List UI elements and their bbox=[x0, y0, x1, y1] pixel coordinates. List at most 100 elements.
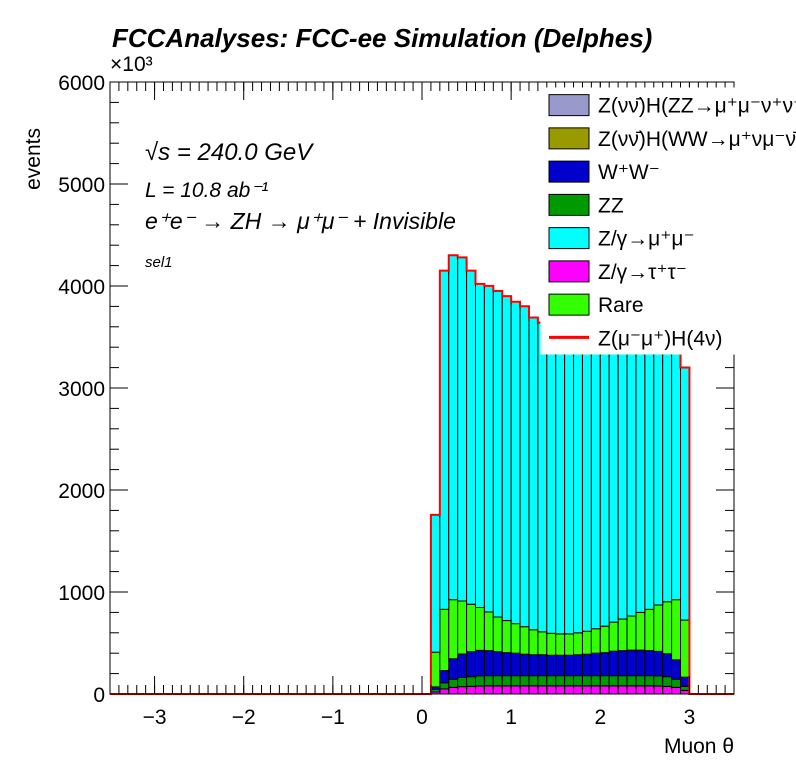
legend-swatch bbox=[548, 293, 590, 316]
bar bbox=[466, 685, 476, 695]
bar bbox=[519, 675, 530, 687]
bar bbox=[457, 600, 468, 655]
bar bbox=[555, 327, 566, 635]
bar bbox=[581, 630, 592, 655]
bar bbox=[474, 283, 485, 609]
y-axis-title: events bbox=[22, 128, 45, 190]
bar bbox=[439, 682, 450, 690]
bar bbox=[483, 685, 494, 695]
bar bbox=[474, 675, 485, 687]
bar bbox=[457, 676, 468, 688]
bar bbox=[573, 675, 583, 687]
bar bbox=[448, 599, 459, 660]
histogram-bars bbox=[430, 254, 690, 695]
bar bbox=[528, 675, 539, 687]
bar bbox=[581, 675, 592, 687]
bar bbox=[626, 675, 637, 687]
bar bbox=[635, 675, 646, 687]
bar bbox=[680, 689, 690, 695]
bar bbox=[581, 685, 592, 695]
selection-label: sel1 bbox=[145, 254, 173, 271]
bar bbox=[528, 629, 539, 656]
bar bbox=[617, 618, 628, 652]
bar bbox=[599, 652, 610, 677]
process-label: e⁺e⁻ → ZH → μ⁺μ⁻ + Invisible bbox=[145, 208, 456, 234]
bar bbox=[662, 685, 673, 695]
bar bbox=[439, 670, 450, 684]
legend-label: Z/γ→μ⁺μ⁻ bbox=[598, 228, 695, 251]
bar bbox=[555, 685, 566, 695]
y-tick-label: 3000 bbox=[58, 378, 105, 401]
legend-label: Z(νν̄)H(ZZ→μ⁺μ⁻ν⁺ν⁻) bbox=[598, 95, 796, 118]
bar bbox=[519, 685, 530, 695]
bar bbox=[617, 650, 628, 677]
bar bbox=[617, 685, 628, 695]
bar bbox=[608, 650, 619, 677]
bar bbox=[573, 632, 583, 656]
bar bbox=[626, 615, 637, 651]
bar bbox=[528, 685, 539, 695]
legend-swatch bbox=[548, 94, 590, 117]
bar bbox=[466, 651, 476, 678]
bar bbox=[537, 685, 548, 695]
bar bbox=[590, 317, 601, 630]
bar bbox=[644, 650, 655, 677]
bar bbox=[564, 675, 575, 687]
bar bbox=[501, 652, 512, 677]
bar bbox=[537, 675, 548, 687]
bar bbox=[448, 686, 459, 695]
bar bbox=[581, 653, 592, 677]
bar bbox=[466, 270, 476, 605]
x-axis-title: Muon θ bbox=[664, 735, 734, 758]
bar bbox=[599, 625, 610, 654]
bar bbox=[483, 611, 494, 652]
bar bbox=[466, 603, 476, 653]
legend-swatch bbox=[548, 193, 590, 216]
bar bbox=[671, 686, 682, 695]
legend-label: W⁺W⁻ bbox=[598, 161, 660, 184]
bar bbox=[483, 675, 494, 687]
bar bbox=[608, 675, 619, 687]
bar bbox=[528, 317, 539, 631]
bar bbox=[564, 633, 575, 656]
bar bbox=[564, 654, 575, 677]
bar bbox=[671, 678, 682, 688]
legend-label: Z(νν̄)H(WW→μ⁺νμ⁻ν̄) bbox=[598, 128, 796, 151]
bar bbox=[662, 601, 673, 655]
bar bbox=[492, 616, 503, 653]
bar bbox=[448, 658, 459, 680]
x-tick-label: 1 bbox=[505, 706, 517, 729]
bar bbox=[474, 685, 485, 695]
bar bbox=[653, 675, 664, 687]
bar bbox=[501, 620, 512, 654]
bar bbox=[581, 319, 592, 632]
bar bbox=[653, 604, 664, 652]
y-tick-label: 2000 bbox=[58, 480, 105, 503]
bar bbox=[626, 649, 637, 677]
legend-label: Z/γ→τ⁺τ⁻ bbox=[598, 261, 687, 284]
bar bbox=[555, 654, 566, 677]
bar bbox=[439, 270, 450, 610]
bar bbox=[617, 675, 628, 687]
bar bbox=[599, 685, 610, 695]
bar bbox=[537, 654, 548, 677]
bar bbox=[448, 254, 459, 601]
bar bbox=[546, 632, 557, 656]
bar bbox=[590, 628, 601, 654]
bar bbox=[537, 322, 548, 633]
bar bbox=[662, 676, 673, 687]
bar bbox=[573, 685, 583, 695]
bar bbox=[546, 685, 557, 695]
bar bbox=[680, 676, 690, 687]
bar bbox=[439, 688, 450, 695]
bar bbox=[519, 653, 530, 677]
x-tick-label: 2 bbox=[594, 706, 606, 729]
bar bbox=[590, 675, 601, 687]
bar bbox=[644, 675, 655, 687]
bar bbox=[519, 305, 530, 628]
bar bbox=[501, 675, 512, 687]
bar bbox=[599, 311, 610, 627]
bar bbox=[608, 621, 619, 652]
bar bbox=[474, 649, 485, 677]
